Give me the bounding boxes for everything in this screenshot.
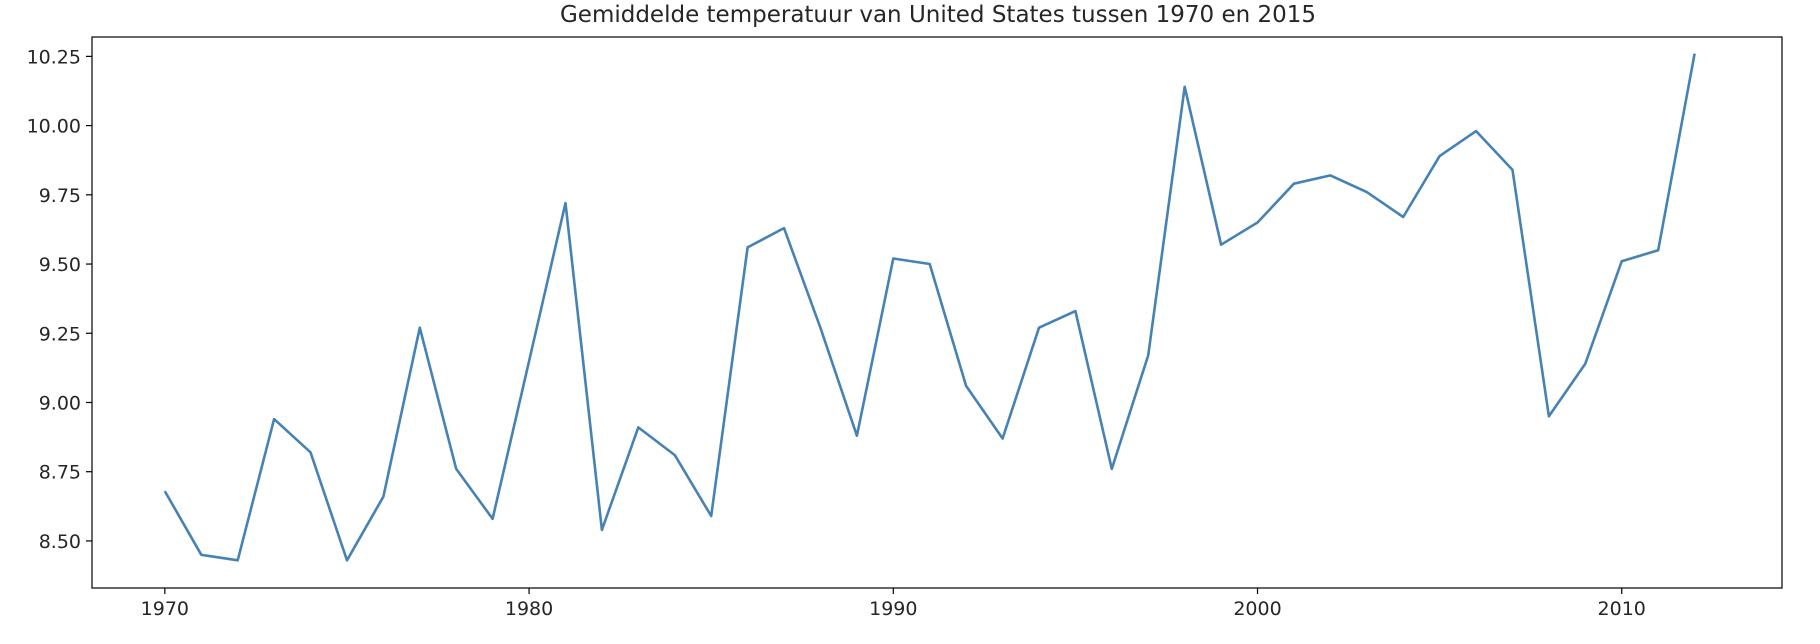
y-tick-label: 9.75: [39, 185, 81, 207]
x-tick-label: 2000: [1233, 598, 1281, 620]
x-tick-label: 1980: [505, 598, 553, 620]
x-tick-label: 1990: [869, 598, 917, 620]
y-tick-label: 9.00: [39, 392, 81, 414]
y-tick-label: 10.00: [27, 116, 81, 138]
y-tick-label: 9.50: [39, 254, 81, 276]
x-tick-label: 2010: [1598, 598, 1646, 620]
plot-area: 1970 1980 1990 2000 2010 8.50 8.75 9.00 9.25 9.50…: [27, 36, 1783, 620]
axes-frame: [91, 36, 1783, 589]
y-tick-label: 8.50: [39, 531, 81, 553]
y-tick-label: 9.25: [39, 323, 81, 345]
series-line: [163, 53, 1696, 562]
x-tick-label: 1970: [141, 598, 189, 620]
chart-title: Gemiddelde temperatuur van United States…: [560, 2, 1316, 28]
y-tick-label: 10.25: [27, 46, 81, 68]
y-tick-label: 8.75: [39, 462, 81, 484]
